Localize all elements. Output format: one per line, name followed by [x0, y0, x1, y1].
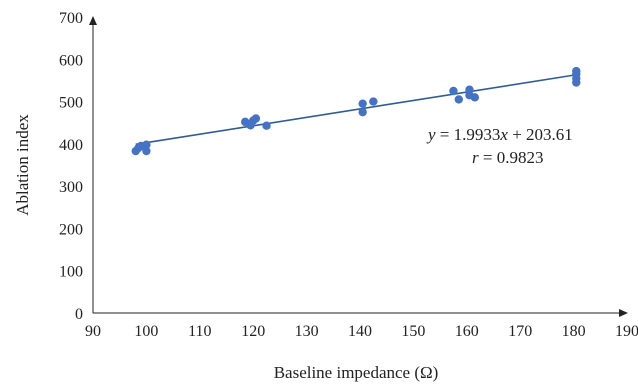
x-tick-label: 170 [508, 323, 532, 340]
data-point [369, 97, 378, 106]
equation-intercept: + 203.61 [508, 125, 573, 144]
equation-x-var: x [499, 125, 508, 144]
equation-slope: = 1.9933 [436, 125, 501, 144]
y-tick-label: 100 [59, 264, 83, 281]
data-point [572, 78, 581, 87]
trendline [135, 73, 577, 146]
x-tick-label: 110 [188, 323, 211, 340]
correlation-value: = 0.9823 [479, 148, 544, 167]
x-axis-title: Baseline impedance (Ω) [274, 363, 439, 382]
correlation-label: r = 0.9823 [472, 148, 543, 167]
x-tick-label: 130 [295, 323, 319, 340]
data-point [358, 107, 367, 117]
x-tick-label: 140 [348, 323, 372, 340]
x-tick-label: 100 [134, 323, 158, 340]
y-axis-title: Ablation index [13, 114, 32, 216]
x-tick-label: 180 [562, 323, 586, 340]
data-point [470, 93, 480, 102]
data-point [142, 146, 151, 156]
data-points [131, 66, 581, 156]
x-axis-arrow-icon [619, 309, 628, 317]
data-point [449, 86, 458, 96]
y-tick-label: 400 [59, 137, 83, 154]
data-point [454, 95, 463, 104]
x-tick-label: 120 [241, 323, 265, 340]
data-point [142, 140, 151, 149]
y-axis-arrow-icon [89, 16, 97, 25]
y-tick-label: 600 [59, 52, 83, 69]
data-point [262, 121, 271, 130]
y-tick-label: 700 [59, 10, 83, 27]
y-tick-label: 200 [59, 221, 83, 238]
equation-y-var: y [426, 125, 436, 144]
y-tick-labels: 0 100 200 300 400 500 600 700 [59, 10, 83, 323]
y-tick-label: 500 [59, 95, 83, 112]
data-point [251, 114, 261, 123]
data-point [358, 99, 367, 108]
x-tick-label: 160 [455, 323, 479, 340]
y-tick-label: 300 [59, 179, 83, 196]
x-tick-label: 190 [615, 323, 638, 340]
x-tick-labels: 90 100 110 120 130 140 150 160 170 180 190 [85, 323, 638, 340]
axes [89, 16, 628, 317]
correlation-r-var: r [472, 148, 479, 167]
y-tick-label: 0 [75, 306, 83, 323]
x-tick-label: 90 [85, 323, 101, 340]
x-tick-label: 150 [401, 323, 425, 340]
trendline-equation: y = 1.9933x + 203.61 [426, 125, 573, 144]
